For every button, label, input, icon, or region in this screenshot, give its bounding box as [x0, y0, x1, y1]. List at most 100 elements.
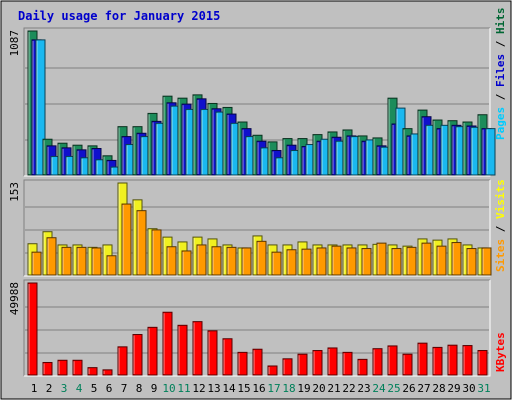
x-tick-label-day-3: 3	[61, 382, 68, 395]
x-tick-label-day-9: 9	[151, 382, 158, 395]
bar-kbytes-day-28	[432, 346, 443, 376]
bar-body	[147, 326, 158, 376]
bar-kbytes-day-31	[477, 350, 488, 376]
x-tick-label-day-12: 12	[192, 382, 205, 395]
legend-middle: Sites / Visits	[494, 179, 507, 272]
bar-sites-day-17	[271, 251, 282, 276]
bar-sites-day-1	[31, 251, 42, 276]
panel-bevel-dark	[23, 279, 490, 376]
bar-body	[297, 353, 308, 376]
bar-body	[192, 321, 203, 376]
bar-body	[241, 247, 252, 276]
bar-body	[485, 128, 496, 176]
x-tick-label-day-1: 1	[31, 382, 38, 395]
bar-kbytes-day-18	[282, 358, 293, 376]
bar-sites-day-15	[241, 247, 252, 276]
bar-kbytes-day-30	[462, 345, 473, 376]
bar-kbytes-day-12	[192, 321, 203, 376]
bar-body	[106, 255, 117, 276]
legend-entry: /	[494, 219, 507, 239]
panel-middle: 153 Sites / Visits	[8, 179, 507, 277]
bar-body	[132, 334, 143, 376]
bar-body	[121, 203, 132, 276]
bar-body	[271, 251, 282, 276]
panel-bottom: 49988 KBytes	[8, 279, 507, 377]
bar-kbytes-day-19	[297, 353, 308, 376]
bar-sites-day-6	[106, 255, 117, 276]
bar-body	[462, 345, 473, 376]
bar-body	[417, 342, 428, 376]
bar-body	[207, 330, 218, 376]
bar-sites-day-29	[451, 242, 462, 276]
bar-sites-day-19	[301, 248, 312, 276]
legend-entry: Sites	[494, 239, 507, 272]
bar-body	[372, 348, 383, 376]
bar-sites-day-26	[406, 246, 417, 276]
bar-body	[376, 242, 387, 276]
legend-entry: Visits	[494, 179, 507, 219]
x-tick-label-day-19: 19	[297, 382, 310, 395]
x-tick-label-day-18: 18	[282, 382, 295, 395]
x-tick-label-day-14: 14	[222, 382, 236, 395]
bar-body	[181, 250, 192, 276]
bar-kbytes-day-15	[237, 351, 248, 376]
bar-sites-day-30	[466, 248, 477, 276]
panel-bevel-light	[24, 280, 491, 377]
x-tick-label-day-4: 4	[76, 382, 83, 395]
bar-body	[46, 237, 57, 276]
bar-kbytes-day-9	[147, 326, 158, 376]
x-tick-label-day-2: 2	[46, 382, 53, 395]
bar-kbytes-day-1	[27, 282, 38, 376]
bar-kbytes-day-10	[162, 311, 173, 376]
bar-body	[402, 353, 413, 376]
bar-body	[342, 351, 353, 376]
x-tick-label-day-11: 11	[177, 382, 190, 395]
x-tick-label-day-8: 8	[136, 382, 143, 395]
bar-kbytes-day-2	[42, 361, 53, 376]
bar-body	[477, 350, 488, 376]
bar-kbytes-day-6	[102, 369, 113, 376]
legend-entry: /	[494, 34, 507, 54]
bar-body	[361, 248, 372, 276]
legend-entry: Files	[494, 54, 507, 87]
x-tick-label-day-29: 29	[447, 382, 460, 395]
bar-sites-day-27	[421, 242, 432, 276]
bar-pages-day-1	[35, 39, 46, 176]
bar-kbytes-day-17	[267, 365, 278, 376]
bar-kbytes-day-22	[342, 351, 353, 376]
bar-body	[162, 311, 173, 376]
legend-entry: KBytes	[494, 332, 507, 372]
bar-kbytes-day-11	[177, 324, 188, 376]
bar-body	[211, 246, 222, 276]
bar-body	[481, 247, 492, 276]
x-tick-label-day-30: 30	[462, 382, 475, 395]
bar-body	[226, 246, 237, 276]
bar-body	[61, 246, 72, 276]
bar-body	[406, 246, 417, 276]
x-tick-label-day-24: 24	[372, 382, 386, 395]
bar-sites-day-16	[256, 240, 267, 276]
bar-kbytes-day-27	[417, 342, 428, 376]
bar-kbytes-day-8	[132, 334, 143, 376]
bar-body	[451, 242, 462, 276]
y-axis-max-label: 1087	[8, 30, 21, 57]
bar-sites-day-7	[121, 203, 132, 276]
bar-body	[391, 248, 402, 276]
bar-sites-day-3	[61, 246, 72, 276]
x-tick-label-day-13: 13	[207, 382, 220, 395]
bar-pages-day-31	[485, 128, 496, 176]
bar-body	[72, 359, 83, 376]
bar-sites-day-28	[436, 245, 447, 276]
x-axis-labels: 1 2 3 4 5 6 7 8 9 10 11 12 13 14 15 16 17 18 19 20 21 22 23 24 2…	[31, 382, 491, 395]
bar-body	[346, 247, 357, 276]
x-tick-label-day-22: 22	[342, 382, 355, 395]
legend-bottom: KBytes	[494, 332, 507, 372]
bar-body	[27, 282, 38, 376]
bar-sites-day-18	[286, 249, 297, 276]
x-tick-label-day-26: 26	[402, 382, 415, 395]
bar-body	[301, 248, 312, 276]
bar-body	[196, 244, 207, 276]
panel-bevel-dark	[23, 27, 490, 176]
